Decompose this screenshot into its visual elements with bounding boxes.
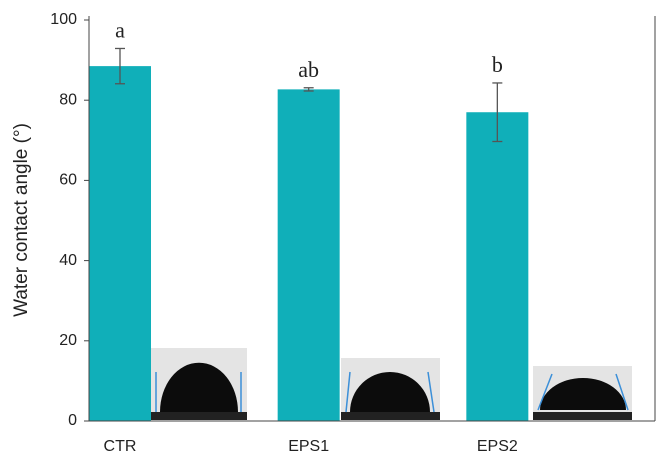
y-tick-label: 80: [59, 91, 77, 108]
y-tick-label: 100: [50, 11, 77, 28]
bar: [466, 112, 528, 421]
y-tick-label: 20: [59, 332, 77, 349]
significance-letter: ab: [298, 57, 319, 82]
significance-letter: b: [492, 52, 503, 77]
y-axis-title: Water contact angle (°): [11, 123, 32, 317]
droplet-inset: [150, 348, 247, 420]
y-tick-label: 0: [68, 412, 77, 429]
bar: [89, 66, 151, 421]
x-tick-label: EPS1: [288, 438, 329, 455]
significance-letter: a: [115, 18, 125, 43]
droplet-inset: [341, 358, 440, 420]
bar: [278, 89, 340, 421]
x-tick-label: EPS2: [477, 438, 518, 455]
y-tick-label: 40: [59, 252, 77, 269]
y-tick-label: 60: [59, 172, 77, 189]
droplet-inset: [533, 366, 632, 420]
x-tick-label: CTR: [104, 438, 137, 455]
chart: Water contact angle (°) 0 20 40 60 80 100 CTR a…: [0, 0, 661, 459]
